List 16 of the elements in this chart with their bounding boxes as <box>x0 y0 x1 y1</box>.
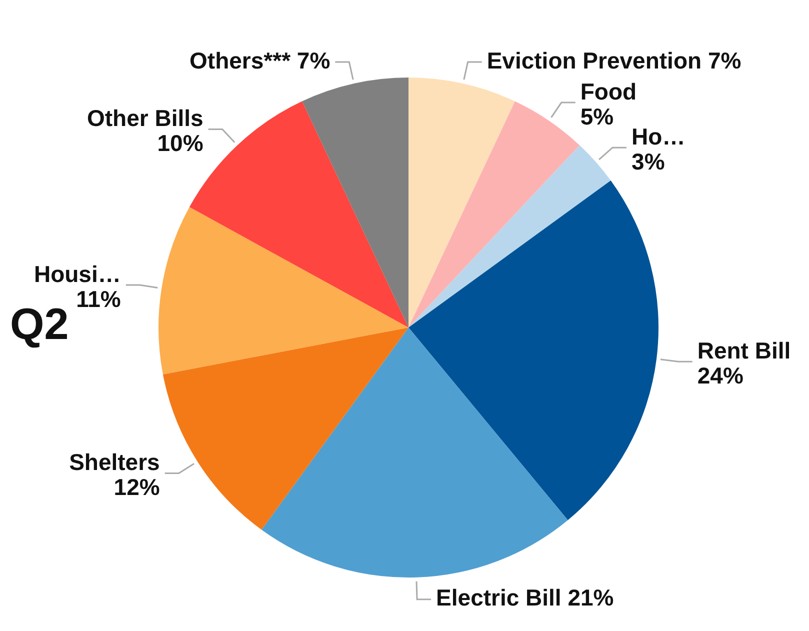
slice-label: Others*** 7% <box>190 47 330 74</box>
slice-label: Shelters <box>69 449 160 476</box>
data-label: 10% <box>157 130 204 156</box>
data-label: 24% <box>697 362 744 388</box>
slice-label: Eviction Prevention 7% <box>486 47 742 74</box>
slice-label: Other Bills <box>86 105 204 132</box>
text: Q2 <box>10 300 69 350</box>
data-label: 11% <box>76 286 121 312</box>
data-label: 3% <box>632 148 665 174</box>
slice-label: Ho… <box>632 123 686 150</box>
slice-label: Rent Bill <box>697 337 791 364</box>
data-label: 5% <box>580 103 614 130</box>
data-label: 12% <box>114 474 160 500</box>
slice-label: Electric Bill 21% <box>436 584 614 611</box>
slice-label: Food <box>580 78 637 104</box>
slice-label: Housi… <box>34 260 121 287</box>
